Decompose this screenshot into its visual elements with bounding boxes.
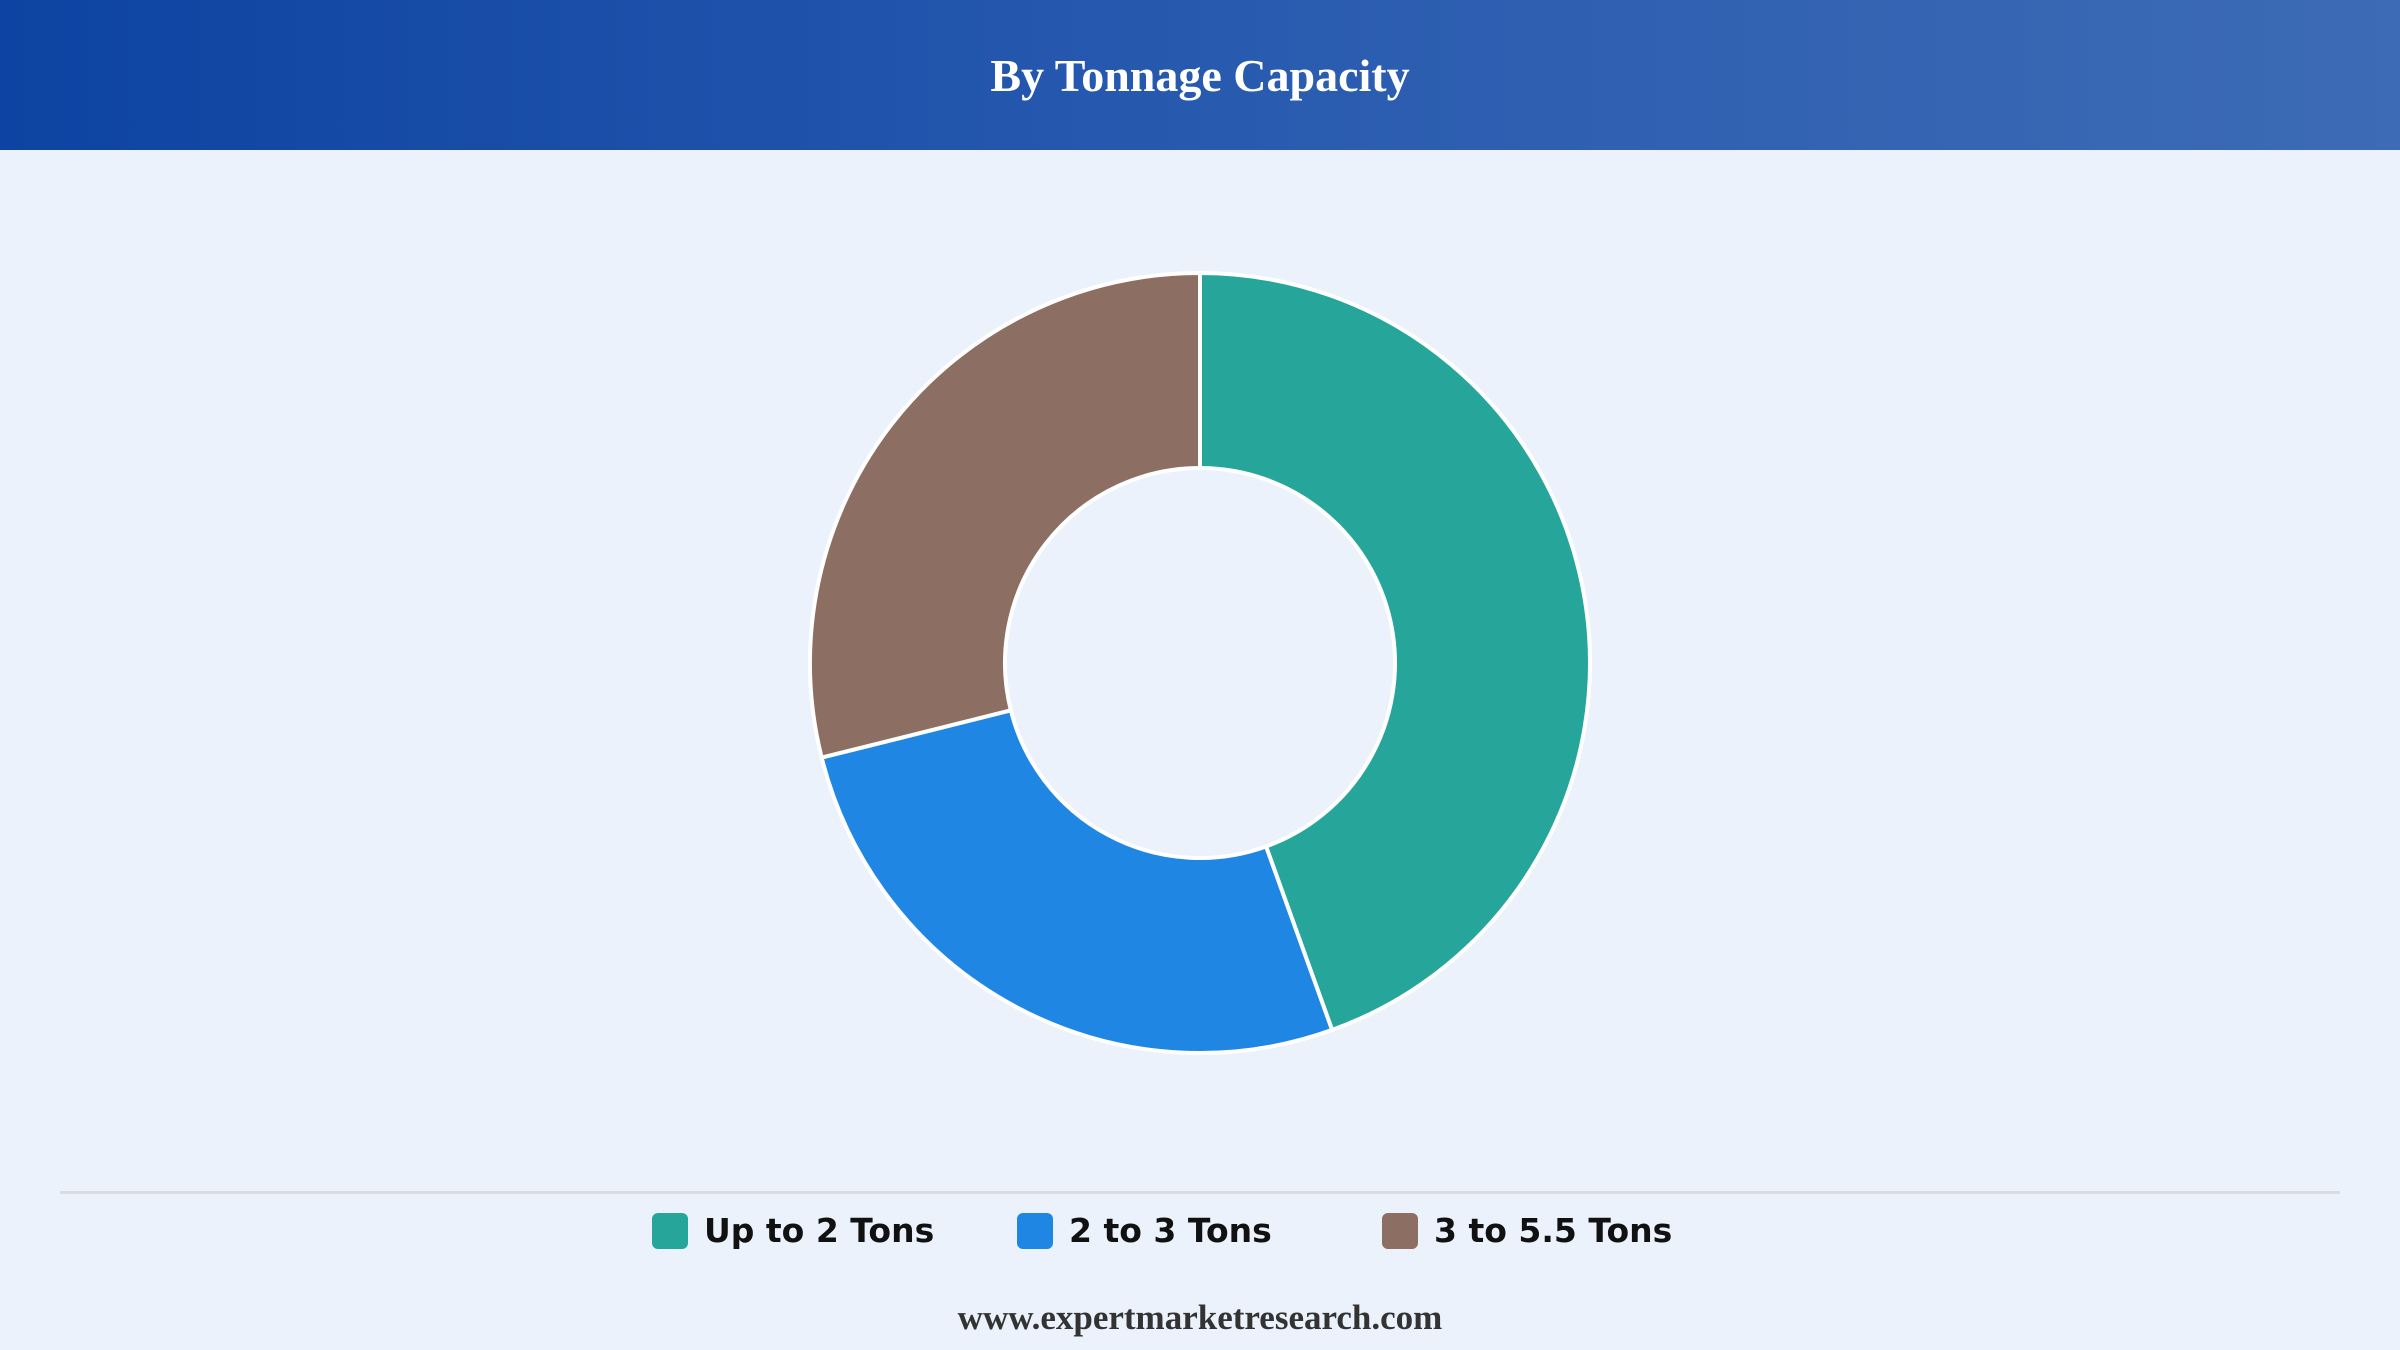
legend-item-3-to-5-5-tons[interactable]: 3 to 5.5 Tons (1382, 1211, 1672, 1250)
legend-label: 3 to 5.5 Tons (1434, 1211, 1673, 1250)
donut-chart (808, 270, 1592, 1055)
donut-slice-2-to-3-tons[interactable] (819, 707, 1335, 1055)
header-bar: By Tonnage Capacity (0, 0, 2400, 150)
chart-title: By Tonnage Capacity (990, 49, 1410, 101)
chart-area (0, 150, 2400, 1190)
donut-slice-up-to-2-tons[interactable] (1198, 270, 1592, 1033)
legend-swatch (652, 1212, 688, 1249)
source-url: www.expertmarketresearch.com (957, 1298, 1443, 1337)
donut-slice-3-to-5-5-tons[interactable] (808, 270, 1202, 761)
legend-label: Up to 2 Tons (704, 1211, 935, 1250)
legend-label: 2 to 3 Tons (1069, 1211, 1272, 1250)
legend-swatch (1382, 1212, 1418, 1249)
chart-legend: Up to 2 Tons 2 to 3 Tons 3 to 5.5 Tons (0, 1205, 2400, 1255)
legend-swatch (1017, 1212, 1053, 1249)
legend-divider (60, 1191, 2340, 1194)
legend-item-2-to-3-tons[interactable]: 2 to 3 Tons (1017, 1211, 1272, 1250)
legend-item-up-to-2-tons[interactable]: Up to 2 Tons (652, 1211, 934, 1250)
